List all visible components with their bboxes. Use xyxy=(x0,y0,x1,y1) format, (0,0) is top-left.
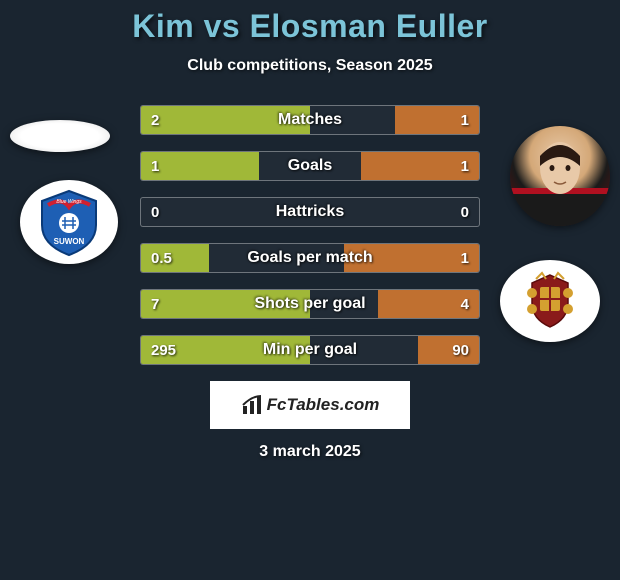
page-title: Kim vs Elosman Euller xyxy=(0,8,620,45)
brand-label: FcTables.com xyxy=(267,395,380,415)
stat-label: Min per goal xyxy=(141,336,479,364)
club-right-badge xyxy=(500,260,600,342)
date-label: 3 march 2025 xyxy=(0,443,620,461)
stat-value-left: 7 xyxy=(151,290,159,318)
stat-value-right: 90 xyxy=(452,336,469,364)
comparison-card: Kim vs Elosman Euller Club competitions,… xyxy=(0,0,620,580)
stat-value-left: 1 xyxy=(151,152,159,180)
stat-label: Hattricks xyxy=(141,198,479,226)
stat-row: Goals per match0.5 1 xyxy=(140,243,480,273)
stat-row: Matches2 1 xyxy=(140,105,480,135)
stat-label: Goals per match xyxy=(141,244,479,272)
stat-row: Hattricks0 0 xyxy=(140,197,480,227)
subtitle: Club competitions, Season 2025 xyxy=(0,57,620,75)
crest-badge-icon xyxy=(518,269,582,333)
stat-value-right: 1 xyxy=(461,244,469,272)
fctables-logo-icon xyxy=(241,394,263,416)
player-left-avatar xyxy=(10,120,110,152)
suwon-badge-icon: SUWON Blue Wings xyxy=(34,187,104,257)
svg-text:Blue Wings: Blue Wings xyxy=(56,199,82,205)
stat-label: Goals xyxy=(141,152,479,180)
stat-value-right: 0 xyxy=(461,198,469,226)
stats-table: Matches21Goals11Hattricks00Goals per mat… xyxy=(140,105,480,365)
stat-row: Shots per goal7 4 xyxy=(140,289,480,319)
stat-value-right: 1 xyxy=(461,106,469,134)
stat-value-right: 1 xyxy=(461,152,469,180)
stat-label: Matches xyxy=(141,106,479,134)
club-left-badge: SUWON Blue Wings xyxy=(20,180,118,264)
stat-label: Shots per goal xyxy=(141,290,479,318)
stat-value-left: 295 xyxy=(151,336,176,364)
stat-value-left: 0.5 xyxy=(151,244,172,272)
svg-text:SUWON: SUWON xyxy=(54,237,85,246)
player-right-avatar xyxy=(510,126,610,226)
stat-row: Goals1 1 xyxy=(140,151,480,181)
stat-value-left: 2 xyxy=(151,106,159,134)
stat-value-right: 4 xyxy=(461,290,469,318)
stat-row: Min per goal295 90 xyxy=(140,335,480,365)
brand-footer[interactable]: FcTables.com xyxy=(210,381,410,429)
stat-value-left: 0 xyxy=(151,198,159,226)
